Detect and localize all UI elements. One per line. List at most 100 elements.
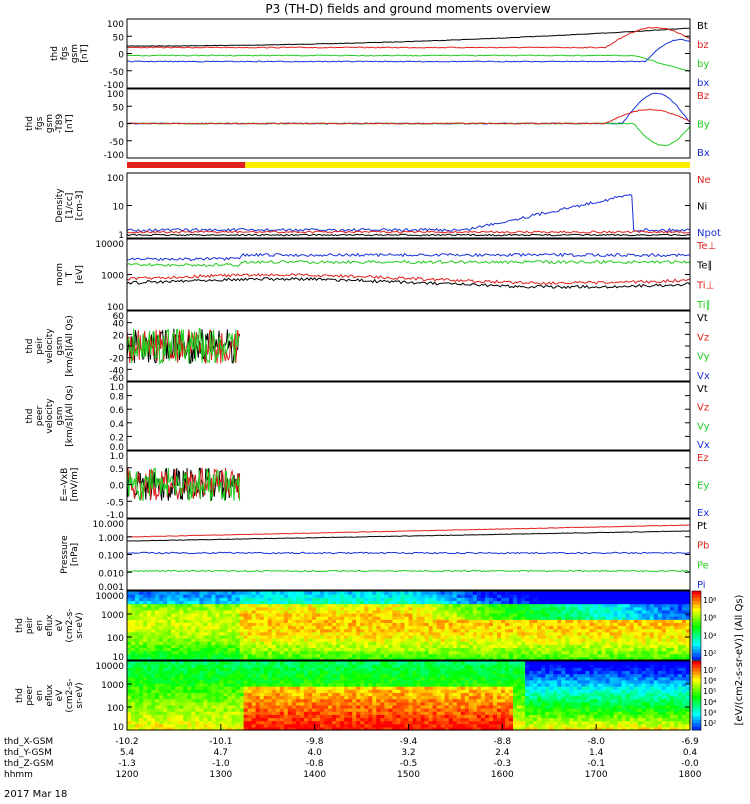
heatmap-cell [303,695,309,700]
heatmap-cell [223,612,229,617]
heatmap-cell [597,650,603,655]
heatmap-cell [360,619,365,623]
heatmap-cell [388,667,394,672]
heatmap-cell [348,609,353,614]
heatmap-cell [267,641,273,645]
heatmap-cell [464,594,470,598]
heatmap-cell [509,606,514,611]
heatmap-cell [605,653,611,658]
heatmap-cell [428,689,434,693]
heatmap-cell [408,594,414,598]
heatmap-cell [436,723,442,728]
heatmap-cell [336,650,341,655]
heatmap-cell [396,653,402,658]
heatmap-cell [171,619,176,623]
heatmap-cell [344,600,349,605]
heatmap-cell [472,628,478,633]
heatmap-cell [396,679,402,684]
heatmap-cell [468,597,474,602]
heatmap-cell [432,619,438,623]
heatmap-cell [480,634,486,639]
heatmap-cell [428,647,434,652]
heatmap-cell [267,714,273,719]
colorbar-segment [692,628,701,633]
heatmap-cell [243,686,249,690]
heatmap-cell [537,603,542,608]
heatmap-cell [255,679,261,684]
heatmap-cell [629,638,635,642]
heatmap-cell [372,689,377,693]
heatmap-cell [440,682,446,687]
heatmap-cell [500,625,506,630]
heatmap-cell [384,656,389,661]
heatmap-cell [340,619,345,623]
heatmap-cell [259,641,265,645]
heatmap-cell [167,597,172,602]
heatmap-cell [203,686,209,690]
heatmap-cell [589,594,595,598]
heatmap-cell [215,711,221,715]
heatmap-cell [199,667,205,672]
y-tick-label: 1 [118,231,124,241]
heatmap-cell [352,689,357,693]
heatmap-cell [653,597,659,602]
heatmap-cell [432,653,438,658]
heatmap-cell [155,625,160,630]
heatmap-cell [316,622,321,627]
heatmap-cell [139,616,144,620]
heatmap-cell [440,695,446,700]
heatmap-cell [303,641,309,645]
heatmap-cell [661,597,667,602]
heatmap-cell [131,689,136,693]
heatmap-cell [533,647,538,652]
heatmap-cell [344,667,349,672]
heatmap-cell [496,616,502,620]
heatmap-cell [227,606,233,611]
heatmap-cell [227,594,233,598]
heatmap-cell [500,603,506,608]
heatmap-cell [352,631,357,636]
heatmap-cell [324,644,329,649]
heatmap-cell [267,723,273,728]
heatmap-cell [432,682,438,687]
heatmap-cell [609,653,615,658]
heatmap-cell [364,723,369,728]
y-axis-label: E=-VxB [60,468,70,502]
heatmap-cell [295,638,301,642]
y-axis-label: thd [50,46,60,61]
heatmap-cell [340,594,345,598]
heatmap-cell [360,603,365,608]
heatmap-cell [215,679,221,684]
heatmap-cell [267,594,273,598]
heatmap-cell [376,638,381,642]
heatmap-cell [681,619,687,623]
heatmap-cell [392,726,398,731]
heatmap-cell [404,717,410,722]
heatmap-cell [629,619,635,623]
heatmap-cell [372,609,377,614]
heatmap-cell [191,708,196,712]
heatmap-cell [637,612,643,617]
heatmap-cell [525,591,530,595]
heatmap-cell [187,686,192,690]
heatmap-cell [344,609,349,614]
heatmap-cell [332,622,337,627]
heatmap-cell [452,606,458,611]
heatmap-cell [243,711,249,715]
heatmap-cell [613,616,619,620]
heatmap-cell [243,634,249,639]
heatmap-cell [364,679,369,684]
heatmap-cell [432,686,438,690]
heatmap-cell [436,616,442,620]
heatmap-cell [151,664,156,668]
heatmap-cell [259,692,265,697]
heatmap-cell [251,634,257,639]
heatmap-cell [219,594,225,598]
heatmap-cell [392,644,398,649]
heatmap-cell [143,720,148,725]
heatmap-cell [179,594,184,598]
heatmap-cell [549,616,554,620]
colorbar-segment [692,625,701,630]
heatmap-cell [517,625,522,630]
heatmap-cell [299,641,305,645]
